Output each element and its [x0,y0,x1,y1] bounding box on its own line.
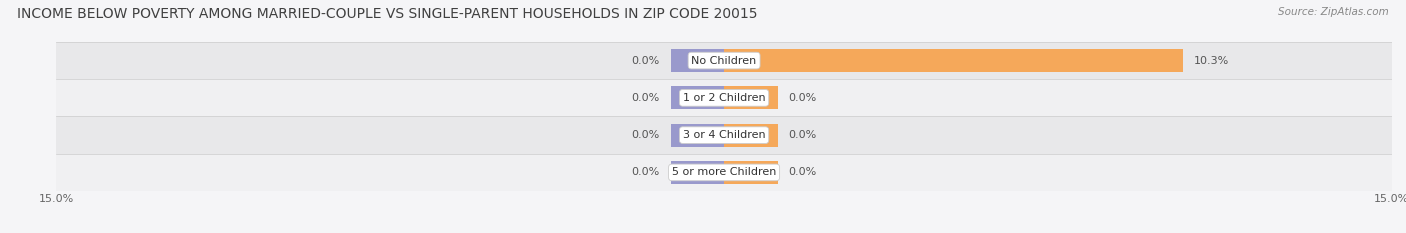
Text: 0.0%: 0.0% [631,93,659,103]
Text: 3 or 4 Children: 3 or 4 Children [683,130,765,140]
Bar [671,161,724,184]
Text: Source: ZipAtlas.com: Source: ZipAtlas.com [1278,7,1389,17]
Bar [724,86,778,110]
Text: 0.0%: 0.0% [631,56,659,65]
Text: No Children: No Children [692,56,756,65]
Bar [671,86,724,110]
Bar [671,49,724,72]
Bar [724,123,778,147]
Text: INCOME BELOW POVERTY AMONG MARRIED-COUPLE VS SINGLE-PARENT HOUSEHOLDS IN ZIP COD: INCOME BELOW POVERTY AMONG MARRIED-COUPL… [17,7,758,21]
Text: 5 or more Children: 5 or more Children [672,168,776,177]
Text: 0.0%: 0.0% [789,93,817,103]
Text: 0.0%: 0.0% [789,130,817,140]
Text: 1 or 2 Children: 1 or 2 Children [683,93,765,103]
Bar [56,116,1392,154]
Text: 10.3%: 10.3% [1194,56,1229,65]
Bar [56,154,1392,191]
Bar [56,42,1392,79]
Text: 0.0%: 0.0% [789,168,817,177]
Bar [724,49,1182,72]
Bar [724,161,778,184]
Text: 0.0%: 0.0% [631,168,659,177]
Bar [56,79,1392,116]
Text: 0.0%: 0.0% [631,130,659,140]
Bar [671,123,724,147]
